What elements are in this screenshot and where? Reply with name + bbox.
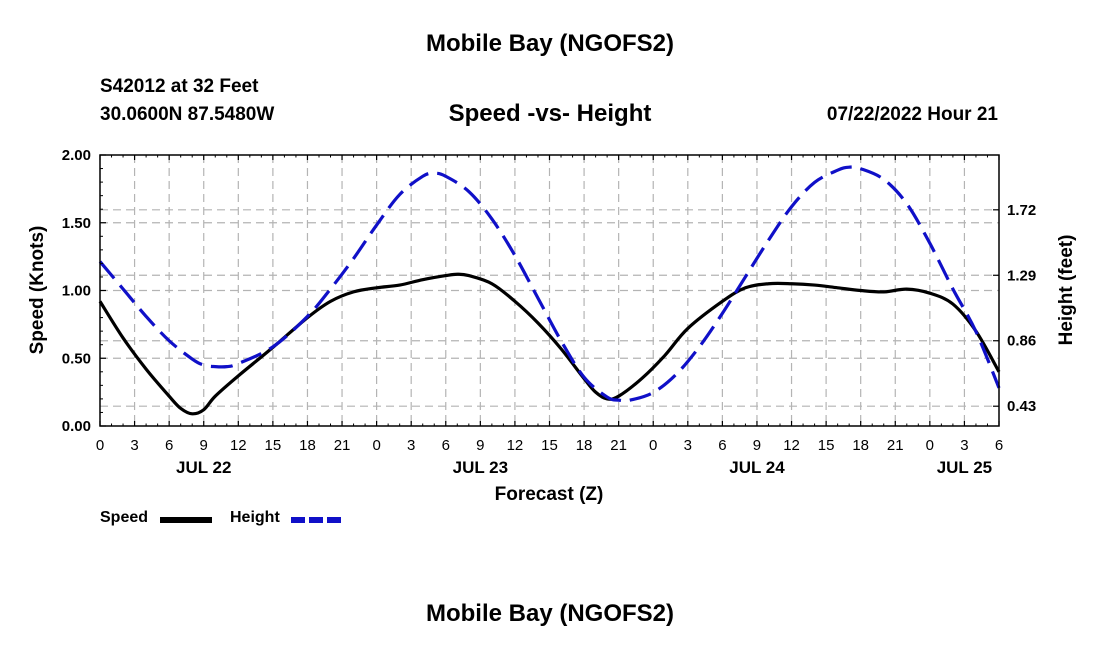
x-tick-label: 15 [541, 437, 558, 454]
x-tick-label: 21 [887, 437, 904, 454]
y2-tick-label: 1.29 [1007, 267, 1036, 284]
y2-tick-label: 0.43 [1007, 398, 1036, 415]
speed-series-line [98, 272, 1001, 416]
y-axis-title: Speed (Knots) [27, 226, 48, 355]
y-tick-label: 0.50 [62, 350, 91, 367]
x-tick-label: 0 [926, 437, 934, 454]
forecast-datetime: 07/22/2022 Hour 21 [826, 104, 998, 125]
x-tick-label: 18 [576, 437, 593, 454]
x-tick-label: 3 [407, 437, 415, 454]
day-label: JUL 22 [176, 458, 231, 477]
x-tick-label: 9 [476, 437, 484, 454]
x-tick-label: 0 [96, 437, 104, 454]
station-label: S42012 at 32 Feet [100, 76, 259, 97]
x-tick-label: 3 [684, 437, 692, 454]
legend-speed-swatch [160, 517, 212, 523]
y-tick-label: 1.50 [62, 215, 91, 232]
y2-tick-label: 1.72 [1007, 202, 1036, 219]
label-layer: Forecast (Z) Speed (Knots) Height (feet)… [27, 147, 1077, 505]
x-tick-label: 6 [442, 437, 450, 454]
x-tick-label: 0 [372, 437, 380, 454]
x-tick-label: 12 [230, 437, 247, 454]
x-tick-label: 9 [200, 437, 208, 454]
x-tick-label: 0 [649, 437, 657, 454]
x-tick-label: 21 [610, 437, 627, 454]
x-axis-title: Forecast (Z) [495, 484, 604, 505]
y-tick-label: 2.00 [62, 147, 91, 164]
legend-speed-label: Speed [100, 509, 149, 526]
y-tick-label: 0.00 [62, 418, 91, 435]
x-tick-label: 18 [299, 437, 316, 454]
coordinates-label: 30.0600N 87.5480W [100, 104, 275, 125]
legend-height-swatch [291, 517, 343, 523]
x-tick-label: 9 [753, 437, 761, 454]
day-label: JUL 24 [729, 458, 785, 477]
x-tick-label: 3 [960, 437, 968, 454]
day-label: JUL 25 [937, 458, 992, 477]
y2-axis-title: Height (feet) [1056, 235, 1077, 346]
x-tick-label: 6 [995, 437, 1003, 454]
x-tick-label: 21 [334, 437, 351, 454]
x-tick-label: 6 [165, 437, 173, 454]
grid-layer [100, 155, 999, 426]
footer-title: Mobile Bay (NGOFS2) [425, 600, 675, 627]
legend-height-label: Height [230, 509, 280, 526]
x-tick-label: 15 [818, 437, 835, 454]
x-tick-label: 6 [718, 437, 726, 454]
chart-subtitle: Speed -vs- Height [448, 100, 652, 127]
y2-tick-label: 0.86 [1007, 333, 1036, 350]
x-tick-label: 12 [783, 437, 800, 454]
height-series-line [98, 165, 1001, 403]
x-tick-label: 18 [852, 437, 869, 454]
tick-layer [99, 154, 1000, 427]
series-layer [98, 165, 1001, 416]
x-tick-label: 15 [265, 437, 282, 454]
main-title: Mobile Bay (NGOFS2) [425, 30, 675, 57]
day-label: JUL 23 [453, 458, 508, 477]
x-tick-label: 12 [507, 437, 524, 454]
y-tick-label: 1.00 [62, 283, 91, 300]
x-tick-label: 3 [130, 437, 138, 454]
